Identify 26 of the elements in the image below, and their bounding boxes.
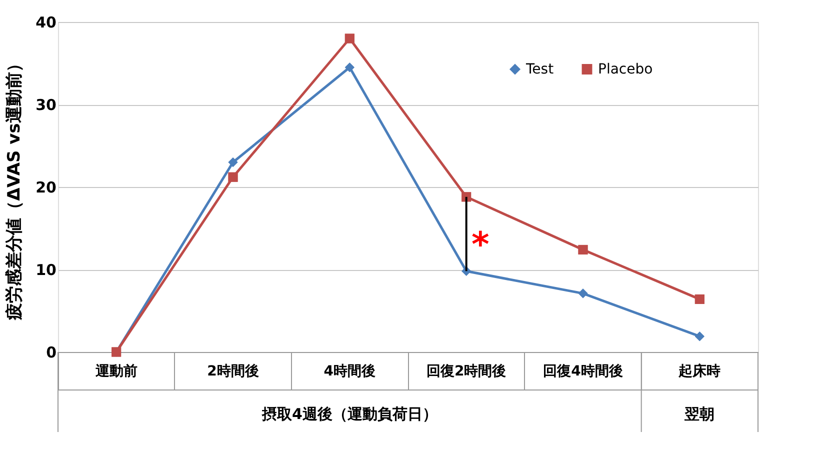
annotation: *	[471, 225, 490, 266]
text: 摂取4週後（運動負荷日）	[260, 405, 438, 423]
x-tick-label: 4時間後	[324, 364, 376, 380]
y-tick-label: 10	[36, 261, 56, 279]
point	[694, 332, 704, 342]
y-tick-label: 0	[46, 344, 56, 362]
x-tick-label: 回復2時間後	[426, 364, 506, 380]
x-tick-label: 起床時	[678, 362, 721, 380]
point	[578, 244, 588, 254]
x-tick-label: 運動前	[94, 364, 138, 380]
y-tick-label: 30	[36, 96, 56, 114]
point	[228, 172, 238, 182]
point	[462, 192, 472, 202]
y-tick-label: 20	[36, 178, 56, 196]
point	[344, 34, 354, 44]
y-axis-title: 疲労感差分値（ΔVAS vs運動前）	[4, 55, 25, 321]
legend-label: Test	[525, 61, 554, 78]
point	[694, 294, 704, 304]
y-tick-label: 40	[36, 14, 56, 32]
x-tick-label: 2時間後	[207, 364, 259, 380]
x-tick-label: 回復4時間後	[543, 364, 623, 380]
text: 翌朝	[684, 405, 715, 423]
point	[578, 288, 588, 298]
point	[344, 62, 354, 72]
legend-label: Placebo	[598, 61, 653, 78]
point	[228, 158, 238, 167]
